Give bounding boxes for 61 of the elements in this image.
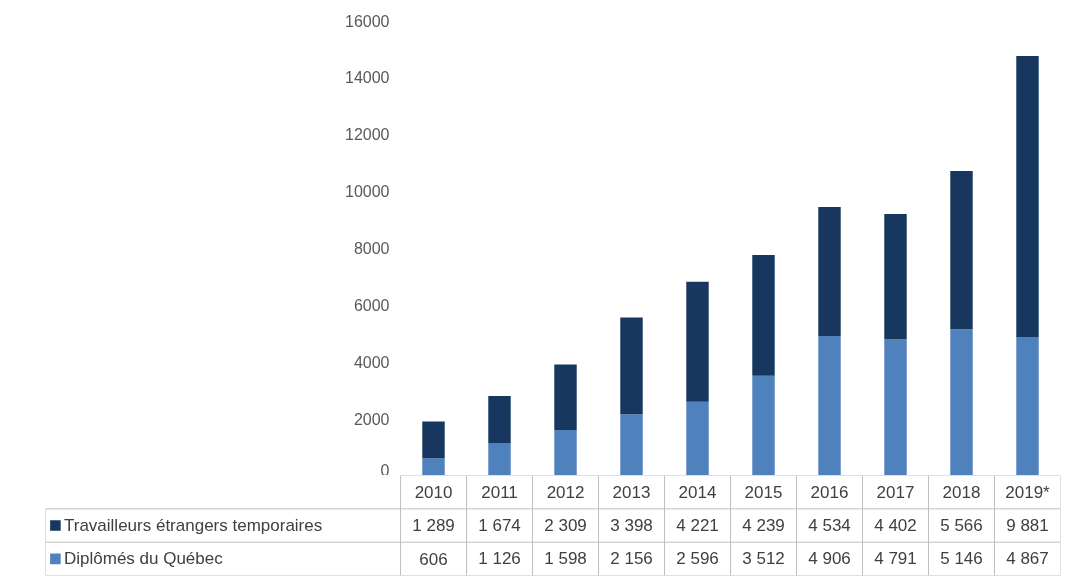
bar <box>422 421 445 459</box>
data-label: 1 289 <box>412 516 455 535</box>
y-tick-label: 12000 <box>345 126 390 144</box>
data-label: 3 512 <box>742 549 785 569</box>
data-label: 9 881 <box>1006 516 1049 535</box>
x-tick-label: 2012 <box>546 483 585 503</box>
y-tick-label: 8000 <box>353 240 390 257</box>
x-tick-label: 2018 <box>942 483 981 503</box>
bar <box>422 458 445 475</box>
data-label: 3 398 <box>610 516 653 535</box>
x-tick-label: 2015 <box>744 483 783 503</box>
bar <box>752 255 775 376</box>
bar <box>554 430 577 475</box>
bar <box>488 443 511 475</box>
x-tick-label: 2014 <box>678 483 717 503</box>
data-label: 4 402 <box>874 516 917 535</box>
data-label: 2 156 <box>610 549 653 569</box>
data-label: 4 791 <box>874 549 917 569</box>
data-label: 4 221 <box>676 516 719 535</box>
bar <box>1016 56 1039 338</box>
y-tick-label: 2000 <box>353 410 390 428</box>
bar <box>488 395 511 444</box>
bar <box>818 335 841 475</box>
y-tick-label: 14000 <box>345 69 390 87</box>
y-tick-label: 10000 <box>345 183 390 201</box>
data-label: 2 596 <box>676 549 719 569</box>
data-label: 2 309 <box>544 516 587 535</box>
bar <box>620 317 643 415</box>
y-tick-label: 6000 <box>353 296 390 314</box>
bar <box>1016 337 1039 475</box>
x-tick-label: 2011 <box>481 483 518 503</box>
y-tick-label: 4000 <box>353 353 390 371</box>
data-label: 5 566 <box>940 516 983 535</box>
data-label: 5 146 <box>940 549 983 569</box>
bar <box>686 401 709 475</box>
data-label: 4 534 <box>808 516 851 535</box>
legend-label: Diplômés du Québec <box>63 549 224 569</box>
bar <box>554 364 577 431</box>
data-label: 1 674 <box>478 516 521 535</box>
bar <box>752 375 775 475</box>
legend-label: Travailleurs étrangers temporaires <box>63 516 323 535</box>
data-label: 1 598 <box>544 549 587 569</box>
data-label: 4 867 <box>1006 549 1049 569</box>
bar <box>884 214 907 340</box>
bar <box>950 329 973 475</box>
x-tick-label: 2016 <box>810 483 849 503</box>
bar <box>950 170 973 330</box>
data-label: 606 <box>419 549 448 569</box>
x-tick-label: 2019* <box>1005 482 1051 502</box>
bar <box>686 281 709 402</box>
data-label: 1 126 <box>478 549 521 569</box>
data-label: 4 906 <box>808 549 851 569</box>
data-label: 4 239 <box>742 516 785 535</box>
x-tick-label: 2017 <box>876 483 915 503</box>
bar <box>620 414 643 475</box>
y-tick-label: 16000 <box>345 12 390 30</box>
y-tick-label: 0 <box>380 461 390 479</box>
x-tick-label: 2013 <box>612 483 651 503</box>
bar <box>884 339 907 475</box>
x-tick-label: 2010 <box>414 483 453 503</box>
bar <box>818 207 841 336</box>
